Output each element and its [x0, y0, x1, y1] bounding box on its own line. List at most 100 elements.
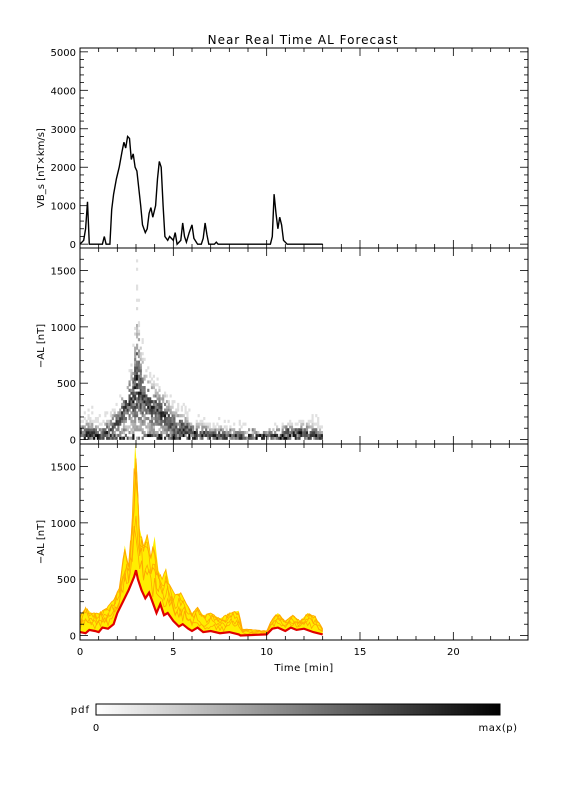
pdf-cell	[91, 425, 94, 429]
pdf-cell	[122, 405, 126, 409]
pdf-cell	[317, 436, 320, 440]
pdf-cell	[244, 431, 247, 435]
pdf-cell	[156, 402, 159, 407]
al-pdf-y-tick-labels: 0 500 1000 1500	[51, 267, 76, 447]
pdf-cell	[137, 436, 141, 440]
pdf-cell	[162, 397, 165, 401]
pdf-cell	[126, 425, 129, 429]
pdf-cell	[289, 425, 292, 429]
pdf-cell	[104, 431, 107, 435]
pdf-cell	[80, 419, 83, 423]
pdf-cell	[164, 408, 167, 412]
pdf-cell	[134, 349, 137, 353]
pdf-cell	[154, 417, 157, 421]
pdf-cell	[272, 428, 275, 432]
pdf-cell	[147, 433, 150, 438]
pdf-cell	[164, 422, 167, 426]
pdf-cell	[141, 394, 144, 398]
pdf-cell	[152, 422, 155, 426]
pdf-cell	[141, 436, 144, 440]
pdf-cell	[109, 419, 113, 423]
pdf-cell	[167, 425, 170, 429]
pdf-cell	[244, 436, 247, 440]
pdf-cell	[139, 377, 142, 381]
pdf-cell	[281, 431, 284, 435]
pdf-cell	[218, 436, 221, 440]
pdf-cell	[154, 422, 157, 426]
pdf-cell	[164, 414, 167, 418]
pdf-cell	[121, 405, 124, 409]
pdf-cell	[268, 433, 271, 438]
pdf-cell	[285, 433, 288, 438]
colorbar-label: pdf	[71, 705, 90, 716]
pdf-cell	[141, 419, 144, 423]
pdf-cell	[186, 428, 189, 432]
pdf-cell	[134, 369, 137, 373]
al-pdf-y-axis-label: −AL [nT]	[36, 324, 47, 368]
pdf-cell	[139, 346, 142, 350]
pdf-cell	[212, 425, 215, 429]
vbs-plot-frame	[79, 47, 529, 249]
pdf-cell	[134, 363, 137, 367]
pdf-cell	[184, 405, 187, 409]
pdf-cell	[192, 436, 195, 440]
pdf-cell	[165, 408, 169, 412]
pdf-cell	[177, 405, 180, 409]
pdf-cell	[272, 436, 275, 440]
pdf-colorbar: pdf 0 max(p)	[71, 703, 517, 734]
pdf-cell	[143, 400, 146, 404]
pdf-cell	[167, 405, 170, 409]
panel-vbs: 0 1000 2000 3000 4000 5000 VB_s [nT×km/s]	[36, 47, 529, 251]
pdf-cell	[132, 394, 135, 398]
pdf-cell	[186, 414, 189, 418]
pdf-cell	[124, 402, 127, 407]
pdf-cell	[313, 433, 316, 438]
pdf-cell	[212, 422, 215, 426]
pdf-cell	[124, 417, 127, 421]
pdf-cell	[94, 425, 98, 429]
pdf-cell	[210, 431, 213, 435]
pdf-cell	[203, 422, 206, 426]
pdf-cell	[137, 419, 141, 423]
pdf-cell	[160, 419, 163, 423]
pdf-cell	[233, 422, 236, 426]
pdf-cell	[177, 431, 180, 435]
pdf-cell	[143, 433, 146, 438]
pdf-cell	[85, 419, 88, 423]
pdf-cell	[91, 422, 94, 426]
pdf-cell	[248, 436, 251, 440]
pdf-cell	[313, 428, 316, 432]
pdf-cell	[292, 428, 295, 432]
pdf-cell	[274, 422, 277, 426]
pdf-cell	[121, 436, 124, 440]
pdf-cell	[132, 386, 135, 390]
pdf-cell	[214, 436, 217, 440]
pdf-cell	[285, 436, 288, 440]
pdf-cell	[136, 343, 139, 347]
pdf-cell	[296, 436, 299, 440]
pdf-cell	[274, 436, 277, 440]
pdf-cell	[156, 394, 159, 398]
pdf-cell	[109, 428, 113, 432]
pdf-cell	[188, 436, 191, 440]
pdf-cell	[177, 408, 180, 412]
chart-title: Near Real Time AL Forecast	[208, 33, 399, 47]
pdf-cell	[126, 408, 129, 412]
pdf-cell	[113, 431, 116, 435]
pdf-cell	[162, 431, 165, 435]
pdf-cell	[150, 422, 154, 426]
pdf-cell	[180, 419, 183, 423]
pdf-cell	[109, 422, 113, 426]
pdf-cell	[171, 405, 174, 409]
pdf-cell	[149, 433, 152, 438]
pdf-cell	[229, 433, 232, 438]
pdf-cell	[85, 422, 88, 426]
pdf-cell	[150, 400, 154, 404]
pdf-cell	[208, 431, 211, 435]
pdf-cell	[145, 433, 148, 438]
pdf-cell	[122, 425, 126, 429]
pdf-cell	[130, 419, 133, 423]
pdf-cell	[281, 422, 284, 426]
pdf-cell	[139, 357, 142, 361]
pdf-cell	[136, 371, 139, 376]
